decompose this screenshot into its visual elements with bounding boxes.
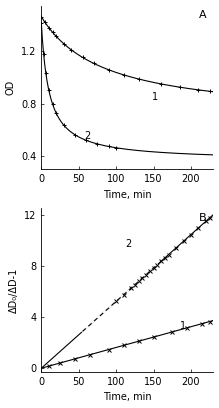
Text: 1: 1	[180, 321, 186, 331]
Text: B: B	[199, 213, 207, 223]
X-axis label: Time, min: Time, min	[103, 392, 152, 402]
Text: 1: 1	[152, 92, 158, 102]
Text: 2: 2	[125, 239, 131, 249]
Text: A: A	[199, 11, 207, 20]
Y-axis label: OD: OD	[5, 80, 16, 95]
X-axis label: Time, min: Time, min	[103, 190, 152, 200]
Text: 2: 2	[85, 131, 91, 141]
Y-axis label: ΔD₀/ΔD-1: ΔD₀/ΔD-1	[9, 268, 19, 313]
